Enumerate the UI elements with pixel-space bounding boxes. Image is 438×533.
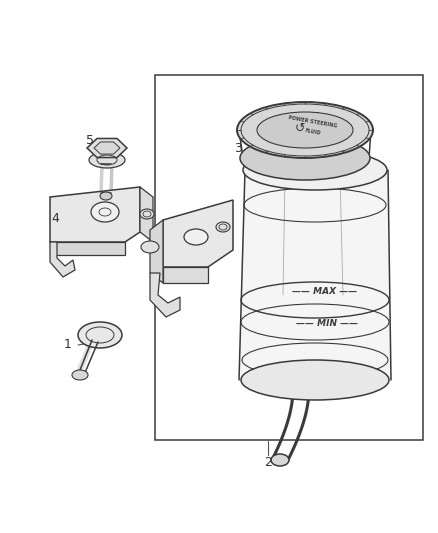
Ellipse shape [89,152,125,168]
Text: —— MAX ——: —— MAX —— [293,287,357,296]
Text: ↺: ↺ [295,122,305,134]
Polygon shape [94,142,120,154]
Polygon shape [239,170,391,380]
Ellipse shape [91,202,119,222]
Ellipse shape [140,209,154,219]
Text: 3: 3 [234,141,242,155]
Ellipse shape [184,229,208,245]
Text: FLUID: FLUID [304,128,321,136]
Text: —— MIN ——: —— MIN —— [296,319,358,328]
Ellipse shape [100,192,112,200]
Polygon shape [87,139,127,158]
Polygon shape [163,200,233,267]
Ellipse shape [271,454,289,466]
Polygon shape [163,267,208,283]
Ellipse shape [257,112,353,148]
Ellipse shape [216,222,230,232]
Text: 4: 4 [51,212,59,224]
Ellipse shape [237,102,373,158]
Text: 2: 2 [264,456,272,469]
Ellipse shape [243,150,387,190]
Ellipse shape [241,360,389,400]
Polygon shape [150,220,163,283]
Ellipse shape [78,322,122,348]
Text: POWER STEERING: POWER STEERING [288,115,338,129]
Ellipse shape [240,136,370,180]
Ellipse shape [72,370,88,380]
Text: 1: 1 [64,338,72,351]
Ellipse shape [141,241,159,253]
Polygon shape [150,273,180,317]
Polygon shape [50,242,75,277]
Polygon shape [140,187,153,242]
Polygon shape [50,187,140,242]
Bar [155,75,423,440]
Polygon shape [50,242,125,255]
Text: 5: 5 [86,133,94,147]
